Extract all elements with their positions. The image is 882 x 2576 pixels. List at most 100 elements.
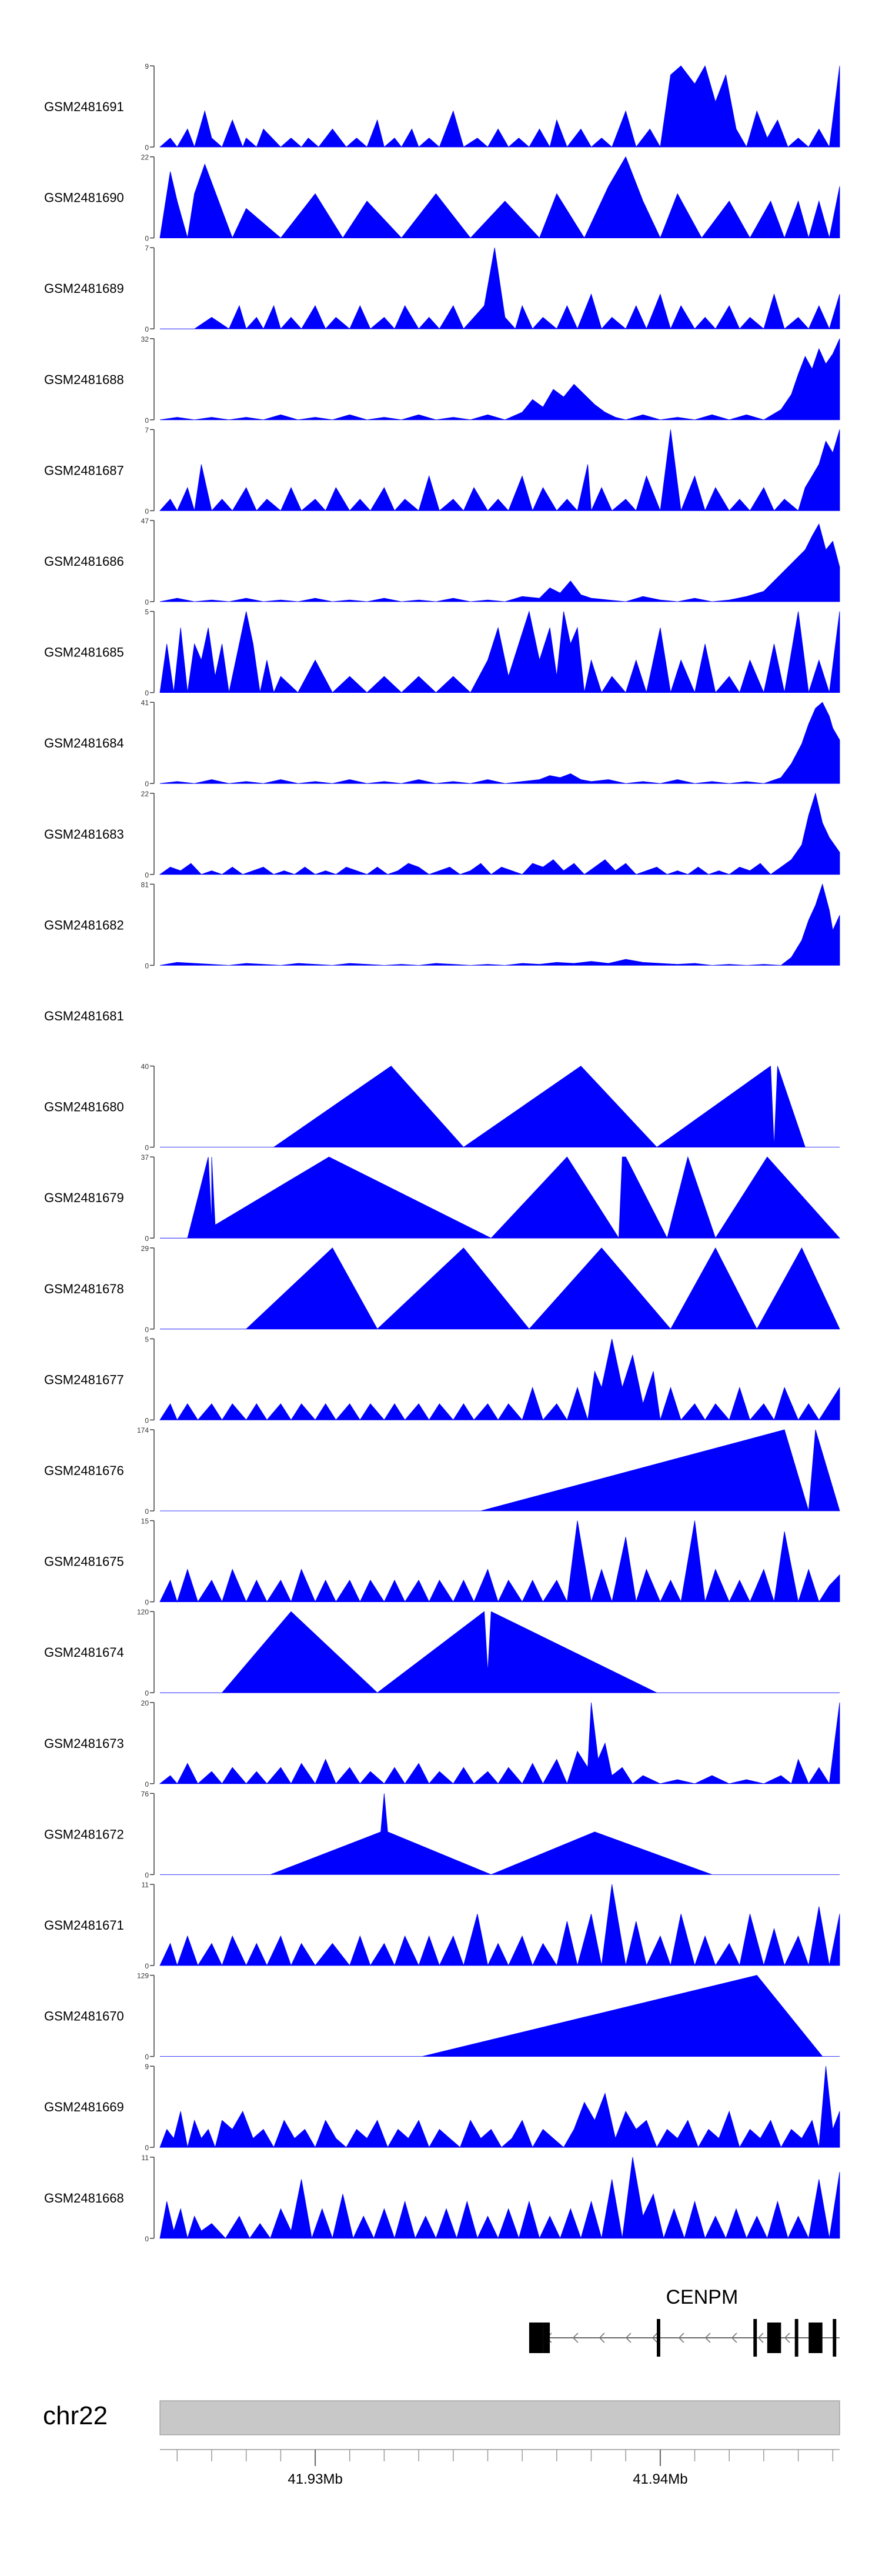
coverage-area-GSM2481676	[160, 1429, 840, 1511]
track-label: GSM2481679	[44, 1190, 124, 1205]
track-label: GSM2481678	[44, 1282, 124, 1296]
y-tick-label: 0	[145, 1234, 149, 1243]
coverage-area-GSM2481680	[160, 1065, 840, 1148]
y-tick-label: 9	[145, 62, 149, 71]
track-label: GSM2481670	[44, 2009, 124, 2024]
track-label: GSM2481683	[44, 827, 124, 842]
track-GSM2481673: GSM2481673 20 0	[44, 1699, 840, 1788]
track-label: GSM2481675	[44, 1554, 124, 1569]
y-tick-label: 120	[137, 1608, 149, 1616]
track-GSM2481669: GSM2481669 9 0	[44, 2063, 840, 2152]
track-label: GSM2481689	[44, 281, 124, 296]
track-GSM2481676: GSM2481676 174 0	[44, 1426, 840, 1516]
track-label: GSM2481676	[44, 1463, 124, 1478]
exon	[767, 2323, 781, 2353]
track-GSM2481668: GSM2481668 11 0	[44, 2154, 840, 2243]
genome-axis: 41.93Mb 41.94Mb	[160, 2449, 840, 2487]
track-GSM2481677: GSM2481677 5 0	[44, 1335, 840, 1424]
track-label: GSM2481677	[44, 1372, 124, 1387]
y-tick-label: 0	[145, 1780, 149, 1788]
exon	[794, 2319, 799, 2357]
y-tick-label: 41	[141, 699, 149, 707]
track-label: GSM2481672	[44, 1827, 124, 1841]
track-label: GSM2481669	[44, 2100, 124, 2114]
track-label: GSM2481681	[44, 1009, 124, 1023]
y-tick-label: 0	[145, 144, 149, 152]
y-tick-label: 32	[141, 335, 149, 343]
y-tick-label: 47	[141, 517, 149, 525]
coverage-area-GSM2481673	[159, 1702, 840, 1784]
y-tick-label: 129	[137, 1972, 149, 1980]
y-tick-label: 7	[145, 244, 149, 252]
y-tick-label: 0	[145, 325, 149, 333]
y-tick-label: 0	[145, 416, 149, 425]
track-GSM2481683: GSM2481683 22 0	[44, 790, 840, 879]
y-tick-label: 0	[145, 598, 149, 606]
strand-arrow-icon	[704, 2333, 711, 2343]
coverage-area-GSM2481689	[160, 248, 840, 330]
strand-arrow-icon	[625, 2333, 632, 2343]
exon	[753, 2319, 757, 2357]
y-tick-label: 37	[141, 1153, 149, 1162]
strand-arrow-icon	[757, 2333, 764, 2343]
coverage-area-GSM2481690	[159, 156, 840, 239]
chromosome-band	[159, 2400, 840, 2435]
track-GSM2481675: GSM2481675 15 0	[44, 1517, 840, 1607]
y-tick-label: 20	[141, 1699, 149, 1707]
coverage-area-GSM2481688	[159, 338, 840, 421]
strand-arrow-icon	[731, 2333, 737, 2343]
y-tick-label: 40	[141, 1063, 149, 1071]
track-GSM2481672: GSM2481672 76 0	[44, 1790, 840, 1879]
track-label: GSM2481690	[44, 191, 124, 205]
gene-label: CENPM	[666, 2286, 739, 2308]
y-tick-label: 0	[145, 1507, 149, 1516]
y-tick-label: 7	[145, 426, 149, 434]
coverage-area-GSM2481682	[159, 883, 840, 966]
coverage-area-GSM2481672	[160, 1793, 840, 1875]
track-label: GSM2481673	[44, 1736, 124, 1751]
exon	[808, 2323, 823, 2353]
y-tick-label: 0	[145, 689, 149, 698]
strand-arrow-icon	[678, 2333, 684, 2343]
coverage-area-GSM2481684	[159, 702, 840, 784]
coverage-area-GSM2481669	[159, 2066, 840, 2148]
track-label: GSM2481691	[44, 99, 124, 114]
genome-tick-label: 41.94Mb	[633, 2471, 687, 2487]
coverage-tracks: GSM248169190GSM2481690220GSM248168970GSM…	[44, 62, 840, 2243]
track-GSM2481686: GSM2481686 47 0	[44, 517, 840, 606]
track-GSM2481689: GSM2481689 7 0	[44, 244, 840, 333]
y-tick-label: 5	[145, 608, 149, 616]
coverage-area-GSM2481685	[159, 610, 840, 694]
coverage-area-GSM2481683	[159, 792, 840, 875]
coverage-area-GSM2481674	[160, 1611, 840, 1693]
y-tick-label: 0	[145, 1599, 149, 1607]
track-label: GSM2481680	[44, 1100, 124, 1115]
track-label: GSM2481682	[44, 917, 124, 932]
y-tick-label: 9	[145, 2063, 149, 2071]
coverage-area-GSM2481675	[159, 1520, 840, 1603]
y-tick-label: 0	[145, 1689, 149, 1697]
track-label: GSM2481671	[44, 1918, 124, 1933]
y-tick-label: 15	[141, 1517, 149, 1526]
track-GSM2481681: GSM2481681	[44, 1009, 124, 1023]
y-tick-label: 0	[145, 1416, 149, 1424]
gene-exons	[529, 2319, 837, 2357]
track-label: GSM2481685	[44, 645, 124, 660]
track-GSM2481682: GSM2481682 81 0	[44, 880, 840, 970]
track-GSM2481688: GSM2481688 32 0	[44, 335, 840, 425]
strand-arrows	[546, 2333, 817, 2343]
y-tick-label: 0	[145, 780, 149, 788]
y-tick-label: 0	[145, 2235, 149, 2243]
track-label: GSM2481686	[44, 554, 124, 569]
gene-track: CENPM	[529, 2286, 840, 2357]
coverage-area-GSM2481686	[159, 523, 840, 602]
strand-arrow-icon	[572, 2333, 579, 2343]
track-GSM2481690: GSM2481690 22 0	[44, 154, 840, 243]
y-tick-label: 11	[142, 1881, 149, 1889]
chromosome-label: chr22	[43, 2401, 108, 2430]
y-tick-label: 81	[141, 880, 149, 889]
track-GSM2481674: GSM2481674 120 0	[44, 1608, 840, 1697]
coverage-area-GSM2481687	[159, 429, 840, 512]
track-label: GSM2481668	[44, 2191, 124, 2205]
strand-arrow-icon	[652, 2333, 658, 2343]
